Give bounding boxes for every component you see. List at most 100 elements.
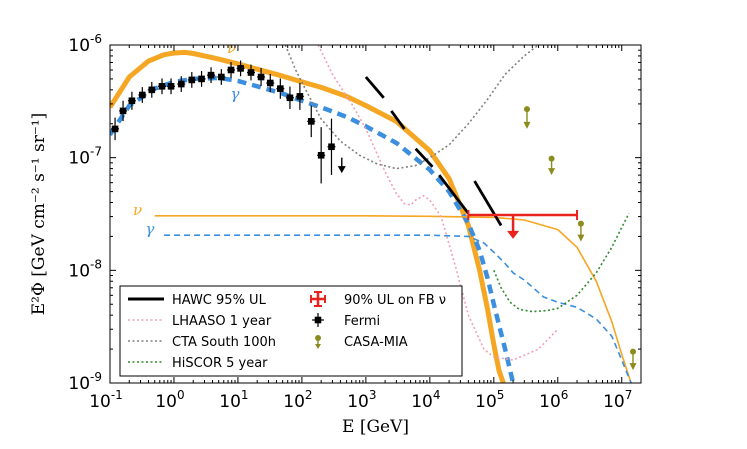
legend: HAWC 95% UL 90% UL on FB ν LHAASO 1 year Fe… (119, 285, 463, 377)
x-tick-label: 106 (539, 388, 568, 412)
fermi-marker (237, 65, 244, 72)
legend-label: HiSCOR 5 year (172, 356, 268, 371)
x-tick-label: 101 (219, 388, 248, 412)
fermi-marker (296, 93, 304, 100)
fermi-marker (119, 107, 127, 115)
fermi-marker (247, 69, 255, 76)
hawc-ul-segment-5 (473, 180, 503, 227)
y-axis-label: E²Φ [GeV cm⁻² s⁻¹ sr⁻¹] (29, 113, 49, 316)
fermi-point-9 (187, 72, 196, 88)
fermi-marker (317, 151, 325, 159)
fermi-point-7 (167, 78, 176, 95)
casa-mia-point-1-head (523, 121, 531, 129)
legend-swatch-fermi-marker (314, 316, 322, 324)
casa-mia-marker-2 (548, 155, 555, 162)
legend-entry-lhaaso-1-year: LHAASO 1 year (128, 314, 272, 329)
fermi-point-18 (276, 78, 285, 99)
fermi-point-23 (327, 118, 336, 175)
fermi-upper-limit (337, 157, 346, 174)
legend-entry-hiscor-5-year: HiSCOR 5 year (128, 356, 268, 371)
fermi-upper-limit-head (337, 166, 346, 174)
curve-label-4: γ (145, 220, 154, 238)
legend-label: 90% UL on FB ν (344, 293, 446, 308)
fermi-marker (328, 143, 335, 151)
series-gamma-fb-flat (164, 234, 632, 383)
fermi-point-17 (266, 73, 275, 93)
fermi-marker (227, 66, 235, 74)
fermi-point-20 (295, 82, 304, 110)
y-tick-label: 10-7 (68, 145, 102, 169)
fb-nu-upper-limit (467, 209, 579, 239)
curves-layer (110, 45, 632, 383)
y-tick-label: 10-6 (68, 32, 102, 56)
fermi-point-8 (177, 76, 186, 92)
series-nu-model-thick (110, 49, 506, 383)
points-layer (111, 60, 637, 371)
legend-label: CASA-MIA (344, 335, 408, 350)
fermi-marker (277, 85, 284, 92)
series-lhaaso-1-year (317, 45, 559, 361)
fermi-marker (307, 118, 315, 125)
fermi-marker (188, 76, 196, 84)
legend-entry-casa-mia: CASA-MIA (315, 335, 408, 350)
casa-mia-point-4-head (629, 363, 637, 371)
curve-label-2: γ (231, 85, 240, 103)
casa-mia-marker-3 (577, 220, 584, 227)
x-tick-label: 100 (155, 388, 184, 412)
fermi-marker (167, 82, 175, 90)
x-axis-label: E [GeV] (342, 417, 409, 437)
legend-label: CTA South 100h (172, 335, 276, 350)
legend-box (119, 285, 463, 377)
fermi-marker (207, 71, 215, 79)
series-hiscor-5-year (493, 213, 630, 313)
fermi-point-6 (158, 78, 167, 95)
fermi-marker (177, 80, 185, 88)
legend-entry-90-ul-on-fb: 90% UL on FB ν (310, 291, 446, 308)
fermi-point-1 (111, 117, 120, 141)
fermi-point-2 (119, 100, 128, 122)
fb-ul-arrow-head (507, 230, 520, 239)
fermi-marker (266, 79, 274, 87)
plot-frame (109, 44, 642, 384)
legend-label: HAWC 95% UL (172, 293, 267, 308)
legend-label: Fermi (344, 314, 380, 329)
fermi-point-19 (285, 86, 294, 110)
x-tick-label: 105 (475, 388, 504, 412)
x-tick-label: 103 (347, 388, 376, 412)
hawc-ul-segment-3 (414, 147, 434, 168)
curve-label-3: ν (133, 201, 142, 219)
series-nu-fb-flat (154, 215, 632, 383)
fermi-marker (257, 73, 265, 81)
y-tick-label: 10-9 (68, 370, 102, 394)
fermi-point-10 (197, 71, 206, 87)
casa-mia-marker-1 (523, 106, 530, 113)
axis-ticks: 10-1 100 101 102 103 104 105 106 107 10-9 10-8 10-7… (68, 32, 641, 412)
fermi-marker (111, 125, 119, 133)
casa-mia-point-2-head (548, 168, 556, 176)
fermi-point-3 (127, 91, 136, 110)
y-tick-label: 10-8 (68, 257, 102, 281)
legend-entry-fermi: Fermi (312, 313, 380, 329)
series-gamma-model-thick (110, 75, 516, 383)
fermi-marker (198, 75, 205, 83)
legend-swatch-casa-marker (315, 335, 321, 341)
hawc-ul-segment-1 (364, 76, 385, 99)
fermi-marker (218, 73, 225, 81)
legend-label: LHAASO 1 year (172, 314, 272, 329)
fermi-marker (286, 94, 294, 102)
x-tick-label: 10-1 (89, 388, 123, 412)
fermi-point-4 (138, 87, 147, 103)
fermi-point-15 (246, 64, 255, 81)
fermi-point-22 (317, 127, 326, 184)
fermi-marker (148, 86, 156, 94)
x-tick-label: 102 (283, 388, 312, 412)
fermi-point-16 (257, 67, 266, 87)
fermi-point-21 (307, 105, 316, 138)
hawc-ul-segment-4 (438, 174, 470, 215)
fermi-marker (128, 97, 136, 105)
legend-entry-cta-south-100h: CTA South 100h (128, 335, 276, 350)
legend-entry-hawc-95-ul: HAWC 95% UL (128, 293, 267, 308)
fermi-point-5 (147, 81, 156, 98)
